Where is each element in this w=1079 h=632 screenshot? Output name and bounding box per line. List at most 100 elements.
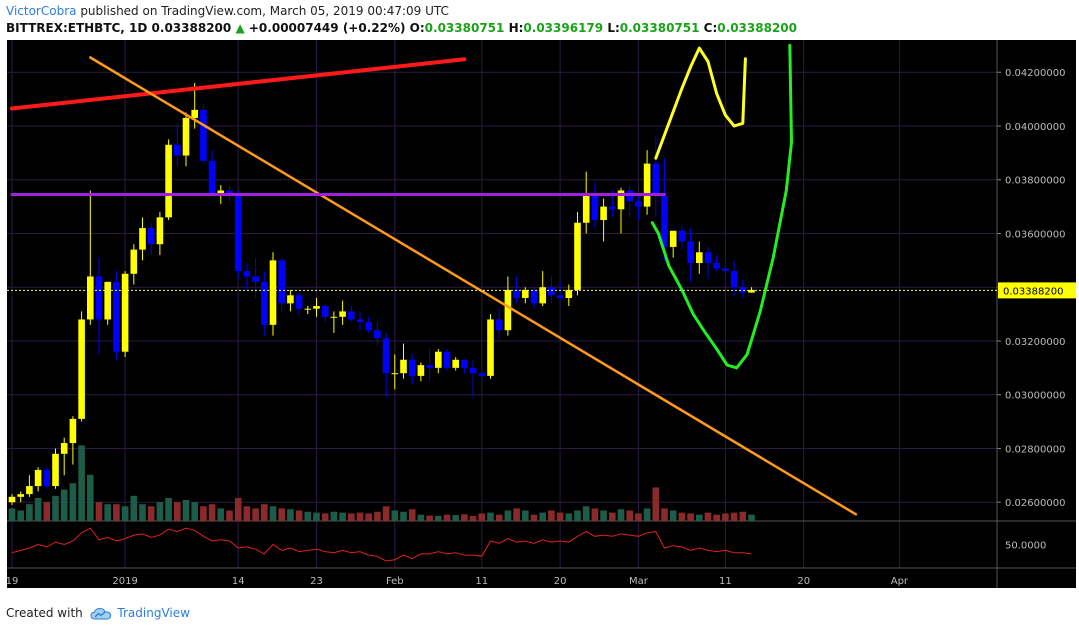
y-tick-label: 0.02800000: [1005, 444, 1065, 455]
volume-bar: [730, 512, 738, 521]
candle-body: [408, 359, 416, 376]
candle-body: [34, 469, 42, 487]
publish-line: VictorCobra published on TradingView.com…: [6, 4, 449, 18]
candle-body: [243, 271, 251, 277]
volume-bar: [565, 513, 573, 521]
volume-bar: [34, 497, 42, 521]
yellow-projection: [654, 46, 747, 160]
volume-bar: [513, 508, 520, 521]
candle-body: [548, 287, 555, 296]
volume-bar: [78, 445, 85, 521]
candle-body: [504, 289, 512, 331]
candle-body: [661, 195, 668, 247]
orange-trendline: [89, 56, 858, 516]
change-arrow-icon: ▲: [235, 21, 245, 35]
candle-body: [374, 330, 381, 339]
volume-bar: [548, 510, 555, 521]
volume-bar: [113, 504, 120, 521]
volume-bar: [321, 513, 329, 521]
candle-body: [635, 201, 642, 207]
candle-body: [17, 494, 24, 497]
volume-bar: [121, 506, 129, 521]
candle-body: [713, 263, 720, 269]
x-tick-label: 20: [797, 576, 810, 587]
volume-bar: [69, 483, 77, 521]
y-tick-label: 0.04200000: [1005, 68, 1065, 79]
candle-body: [69, 418, 77, 444]
candle-body: [104, 281, 111, 320]
volume-bar: [435, 515, 442, 521]
volume-bar: [374, 511, 381, 521]
close-value: 0.03388200: [717, 21, 797, 35]
candle-body: [696, 252, 703, 264]
volume-bar: [243, 506, 251, 521]
volume-bar: [147, 506, 155, 521]
candle-body: [287, 295, 294, 304]
candle-body: [156, 217, 164, 245]
candle-body: [600, 206, 607, 221]
candle-body: [617, 190, 625, 210]
volume-bar: [269, 506, 277, 521]
x-tick-label: 19: [6, 576, 19, 587]
candle-body: [200, 109, 207, 161]
candle-body: [678, 230, 686, 242]
y-tick-label: 0.03000000: [1005, 391, 1065, 402]
candle-body: [609, 206, 616, 210]
candle-body: [591, 193, 599, 221]
volume-bar: [574, 510, 581, 521]
candle-body: [278, 260, 285, 304]
price-change: +0.00007449 (+0.22%): [248, 21, 406, 35]
volume-bar: [208, 504, 216, 521]
volume-bar: [252, 508, 259, 521]
volume-bar: [26, 504, 33, 521]
candle-body: [643, 163, 651, 207]
volume-bar: [582, 506, 590, 521]
symbol-name[interactable]: BITTREX:ETHBTC, 1D: [6, 21, 148, 35]
candle-body: [26, 486, 33, 495]
volume-bar: [348, 513, 355, 521]
candle-body: [304, 308, 312, 310]
candle-body: [443, 351, 451, 368]
volume-bar: [591, 508, 599, 521]
volume-bar: [330, 511, 338, 521]
candle-body: [121, 273, 129, 352]
low-label: L:: [607, 21, 620, 35]
candle-body: [391, 373, 399, 375]
candle-body: [652, 163, 660, 196]
candle-body: [704, 252, 712, 264]
y-tick-label: 0.02600000: [1005, 498, 1065, 509]
volume-bar: [722, 513, 729, 521]
candle-body: [539, 287, 546, 304]
candle-body: [130, 249, 138, 274]
volume-bar: [295, 510, 303, 521]
current-price-label: 0.03388200: [1003, 286, 1063, 297]
tradingview-link[interactable]: TradingView: [117, 606, 190, 620]
volume-bar: [530, 514, 538, 521]
candle-body: [426, 365, 433, 368]
candle-body: [730, 271, 738, 288]
x-tick-label: Mar: [629, 576, 649, 587]
volume-bar: [626, 510, 633, 521]
volume-bar: [678, 512, 686, 521]
volume-bar: [748, 514, 755, 521]
volume-bar: [156, 502, 164, 521]
volume-bar: [617, 509, 625, 521]
high-label: H:: [508, 21, 524, 35]
candle-body: [417, 365, 425, 376]
price-chart[interactable]: 0.04200000 0.04000000 0.03800000 0.03600000…: [0, 40, 1079, 600]
y-tick-label: 0.03600000: [1005, 229, 1065, 240]
volume-bar: [182, 500, 190, 521]
volume-bar: [60, 489, 68, 521]
candle-body: [147, 228, 155, 245]
volume-bar: [8, 508, 16, 521]
last-price: 0.03388200: [151, 21, 232, 35]
author-link[interactable]: VictorCobra: [6, 4, 77, 18]
volume-bar: [522, 510, 529, 521]
candle-body: [687, 241, 694, 264]
volume-bar: [191, 502, 198, 521]
volume-bar: [104, 504, 111, 521]
candle-body: [321, 306, 329, 317]
x-tick-label: Feb: [386, 576, 404, 587]
candle-body: [78, 319, 85, 419]
y-tick-label: 0.03800000: [1005, 176, 1065, 187]
